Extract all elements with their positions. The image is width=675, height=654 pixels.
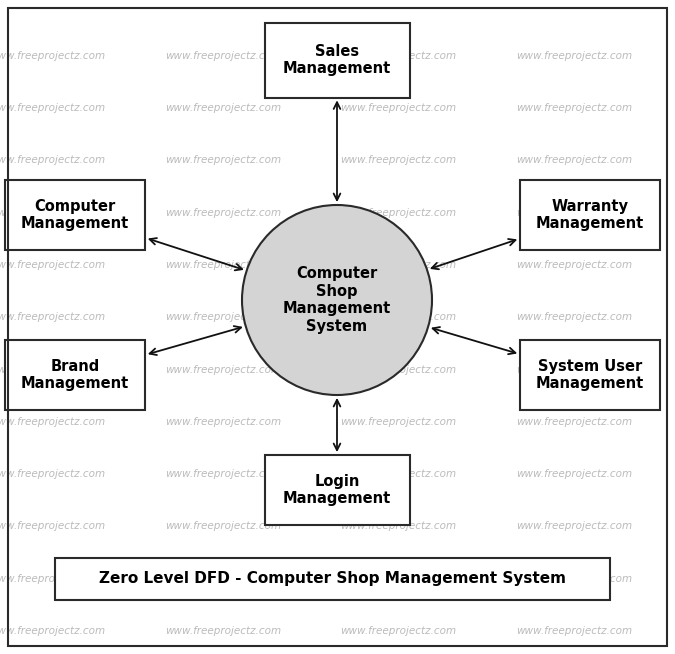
Text: www.freeprojectz.com: www.freeprojectz.com xyxy=(340,521,456,532)
Text: www.freeprojectz.com: www.freeprojectz.com xyxy=(165,207,281,218)
Text: www.freeprojectz.com: www.freeprojectz.com xyxy=(0,626,105,636)
Text: www.freeprojectz.com: www.freeprojectz.com xyxy=(0,260,105,270)
Text: www.freeprojectz.com: www.freeprojectz.com xyxy=(340,207,456,218)
Text: www.freeprojectz.com: www.freeprojectz.com xyxy=(0,469,105,479)
Bar xyxy=(55,558,610,600)
Text: www.freeprojectz.com: www.freeprojectz.com xyxy=(0,103,105,113)
Text: www.freeprojectz.com: www.freeprojectz.com xyxy=(340,626,456,636)
Text: Brand
Management: Brand Management xyxy=(21,359,129,391)
Bar xyxy=(520,340,660,410)
Text: www.freeprojectz.com: www.freeprojectz.com xyxy=(516,260,632,270)
Text: www.freeprojectz.com: www.freeprojectz.com xyxy=(165,574,281,584)
FancyArrowPatch shape xyxy=(333,400,340,450)
Text: www.freeprojectz.com: www.freeprojectz.com xyxy=(516,574,632,584)
Text: www.freeprojectz.com: www.freeprojectz.com xyxy=(165,626,281,636)
Text: www.freeprojectz.com: www.freeprojectz.com xyxy=(340,469,456,479)
Text: www.freeprojectz.com: www.freeprojectz.com xyxy=(165,469,281,479)
Text: www.freeprojectz.com: www.freeprojectz.com xyxy=(0,155,105,165)
Text: www.freeprojectz.com: www.freeprojectz.com xyxy=(340,574,456,584)
Text: www.freeprojectz.com: www.freeprojectz.com xyxy=(516,417,632,427)
Text: www.freeprojectz.com: www.freeprojectz.com xyxy=(0,207,105,218)
FancyArrowPatch shape xyxy=(150,326,241,355)
Text: www.freeprojectz.com: www.freeprojectz.com xyxy=(340,155,456,165)
Text: www.freeprojectz.com: www.freeprojectz.com xyxy=(165,103,281,113)
Circle shape xyxy=(242,205,432,395)
Text: www.freeprojectz.com: www.freeprojectz.com xyxy=(340,417,456,427)
Bar xyxy=(265,455,410,525)
Text: www.freeprojectz.com: www.freeprojectz.com xyxy=(0,364,105,375)
Text: www.freeprojectz.com: www.freeprojectz.com xyxy=(516,312,632,322)
Text: www.freeprojectz.com: www.freeprojectz.com xyxy=(516,469,632,479)
Text: www.freeprojectz.com: www.freeprojectz.com xyxy=(165,417,281,427)
Bar xyxy=(5,180,145,250)
Text: Sales
Management: Sales Management xyxy=(283,44,391,77)
Text: www.freeprojectz.com: www.freeprojectz.com xyxy=(0,574,105,584)
Text: Computer
Management: Computer Management xyxy=(21,199,129,232)
FancyArrowPatch shape xyxy=(433,327,516,354)
Text: www.freeprojectz.com: www.freeprojectz.com xyxy=(340,364,456,375)
Text: Zero Level DFD - Computer Shop Management System: Zero Level DFD - Computer Shop Managemen… xyxy=(99,572,566,587)
Bar xyxy=(265,22,410,97)
Text: www.freeprojectz.com: www.freeprojectz.com xyxy=(516,626,632,636)
Bar xyxy=(5,340,145,410)
Text: www.freeprojectz.com: www.freeprojectz.com xyxy=(516,207,632,218)
Text: www.freeprojectz.com: www.freeprojectz.com xyxy=(165,155,281,165)
FancyArrowPatch shape xyxy=(431,239,516,269)
Text: www.freeprojectz.com: www.freeprojectz.com xyxy=(340,312,456,322)
Text: www.freeprojectz.com: www.freeprojectz.com xyxy=(165,312,281,322)
Text: Login
Management: Login Management xyxy=(283,473,391,506)
Text: www.freeprojectz.com: www.freeprojectz.com xyxy=(340,260,456,270)
Bar xyxy=(520,180,660,250)
Text: www.freeprojectz.com: www.freeprojectz.com xyxy=(516,155,632,165)
Text: www.freeprojectz.com: www.freeprojectz.com xyxy=(165,50,281,61)
Text: www.freeprojectz.com: www.freeprojectz.com xyxy=(340,103,456,113)
Text: www.freeprojectz.com: www.freeprojectz.com xyxy=(0,50,105,61)
Text: Computer
Shop
Management
System: Computer Shop Management System xyxy=(283,266,391,334)
Text: www.freeprojectz.com: www.freeprojectz.com xyxy=(165,521,281,532)
Text: www.freeprojectz.com: www.freeprojectz.com xyxy=(516,364,632,375)
Text: www.freeprojectz.com: www.freeprojectz.com xyxy=(340,50,456,61)
Text: www.freeprojectz.com: www.freeprojectz.com xyxy=(0,312,105,322)
Text: www.freeprojectz.com: www.freeprojectz.com xyxy=(165,260,281,270)
Text: www.freeprojectz.com: www.freeprojectz.com xyxy=(165,364,281,375)
Text: www.freeprojectz.com: www.freeprojectz.com xyxy=(0,417,105,427)
Text: www.freeprojectz.com: www.freeprojectz.com xyxy=(516,103,632,113)
Text: www.freeprojectz.com: www.freeprojectz.com xyxy=(0,521,105,532)
FancyArrowPatch shape xyxy=(150,238,242,270)
FancyArrowPatch shape xyxy=(333,102,340,200)
Text: System User
Management: System User Management xyxy=(536,359,644,391)
Text: www.freeprojectz.com: www.freeprojectz.com xyxy=(516,50,632,61)
Text: www.freeprojectz.com: www.freeprojectz.com xyxy=(516,521,632,532)
Text: Warranty
Management: Warranty Management xyxy=(536,199,644,232)
